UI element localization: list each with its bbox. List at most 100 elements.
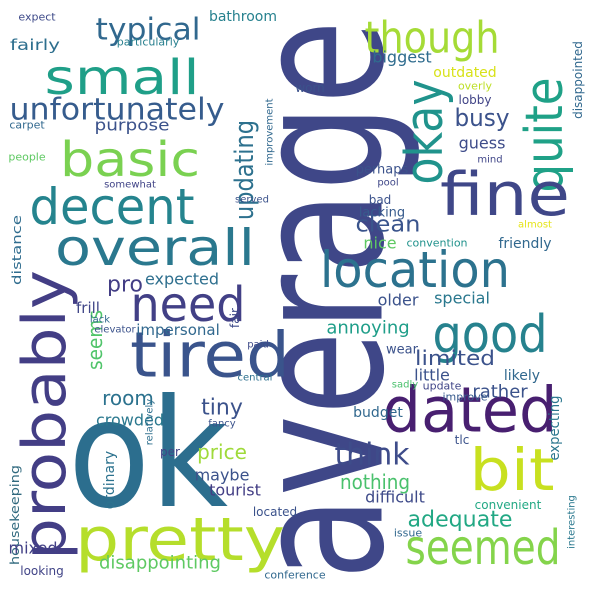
word: budget (353, 405, 403, 421)
word: central (238, 373, 273, 384)
word: conference (264, 569, 325, 582)
word: issue (394, 527, 422, 540)
word: basic (60, 132, 200, 188)
word: mixed (8, 539, 57, 558)
word: crowded (96, 411, 164, 430)
word: tourist (209, 481, 261, 500)
word: tiny (201, 396, 243, 421)
word: biggest (372, 48, 431, 67)
word: annoying (326, 318, 409, 339)
word: lack (90, 315, 110, 326)
word: wear (386, 343, 419, 358)
word: mind (477, 155, 502, 166)
word: tlc (455, 433, 470, 447)
word: unfortunately (10, 93, 225, 128)
word: busy (455, 104, 510, 132)
word: though (365, 13, 500, 64)
word: nothing (340, 470, 410, 494)
word: older (378, 291, 419, 310)
word: elevator (94, 325, 136, 336)
word: maybe (195, 466, 250, 485)
word: impersonal (136, 321, 220, 339)
word: average (216, 20, 425, 580)
word: improve (442, 391, 487, 404)
word: fair (228, 308, 242, 328)
word: paid (247, 340, 269, 351)
word: served (235, 195, 269, 206)
word: think (335, 438, 411, 473)
word: expecting (547, 396, 563, 461)
word: limited (415, 346, 495, 370)
word: improvement (265, 98, 276, 165)
word: particularly (117, 36, 180, 49)
word: probably (10, 270, 80, 560)
word: disappointing (99, 553, 221, 574)
word: nice (363, 234, 396, 253)
word: almost (518, 220, 552, 231)
word: bit (470, 436, 555, 504)
word: looking (20, 564, 64, 578)
word: clean (356, 213, 421, 238)
word: updating (230, 120, 260, 220)
word: outdated (433, 65, 496, 81)
word: purpose (95, 116, 170, 135)
word: expect (18, 11, 56, 24)
word: frill (76, 299, 100, 317)
word: guess (459, 134, 506, 153)
word: people (8, 151, 46, 164)
word: dated (383, 374, 558, 447)
word: interesting (567, 495, 578, 549)
word: convention (406, 237, 467, 250)
word: typical (96, 13, 201, 48)
word: fairly (10, 36, 60, 54)
word: decent (30, 178, 195, 236)
word: friendly (498, 236, 551, 252)
word: ordinary (102, 451, 118, 509)
word: overly (458, 80, 493, 93)
word: small (45, 50, 200, 106)
word: relatively (145, 399, 156, 445)
word: price (197, 440, 247, 464)
word: expected (145, 270, 219, 289)
word: seems (83, 310, 107, 370)
word: worn (295, 81, 324, 95)
word: special (434, 289, 490, 308)
word: per (160, 445, 180, 459)
word: sadly (392, 380, 418, 391)
word: okay (395, 80, 455, 185)
word: convenient (475, 498, 542, 512)
word: need (131, 277, 246, 333)
word: overall (55, 219, 255, 277)
word: lobby (458, 93, 491, 107)
word: ok (68, 368, 228, 542)
word: pool (377, 178, 398, 189)
word: location (320, 241, 510, 299)
word: difficult (365, 488, 425, 507)
word: adequate (408, 508, 513, 533)
word: bad (369, 193, 392, 207)
word: little (414, 366, 450, 385)
word: bathroom (209, 9, 277, 25)
word: located (253, 505, 297, 519)
word: disappointed (571, 41, 585, 119)
word: likely (504, 368, 540, 384)
word: somewhat (104, 180, 156, 191)
word: fancy (208, 419, 235, 430)
word: perhaps (356, 163, 409, 178)
word: pro (107, 273, 143, 298)
word: good (433, 305, 548, 365)
word: seemed (406, 520, 561, 576)
word: room (102, 386, 154, 410)
word: fine (440, 160, 570, 230)
word: rather (472, 382, 528, 403)
word: distance (10, 215, 24, 285)
word: housekeeping (8, 465, 22, 565)
word: quite (515, 78, 575, 193)
word: carpet (9, 119, 45, 132)
word: lacking (359, 206, 405, 221)
word: update (423, 380, 462, 393)
word: tired (130, 319, 290, 392)
